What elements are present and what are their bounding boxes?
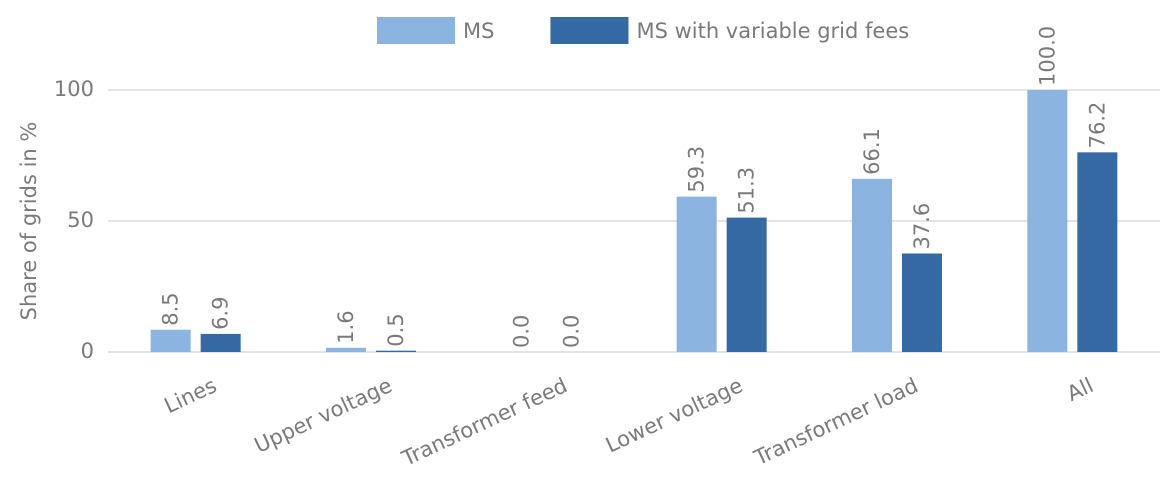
- bar: [902, 253, 942, 352]
- x-tick-label: All: [1063, 373, 1097, 406]
- data-label: 0.0: [559, 315, 583, 348]
- data-label: 1.6: [334, 310, 358, 343]
- bar: [852, 178, 892, 352]
- data-label: 100.0: [1035, 26, 1059, 86]
- legend-label: MS: [463, 19, 494, 43]
- legend-swatch: [377, 17, 455, 44]
- bar: [376, 350, 416, 352]
- x-tick-label: Transformer load: [750, 373, 922, 470]
- x-tick-label: Upper voltage: [251, 373, 396, 458]
- legend-label: MS with variable grid fees: [636, 19, 909, 43]
- data-label: 76.2: [1085, 102, 1109, 149]
- y-tick-label: 50: [67, 208, 94, 232]
- data-label: 8.5: [159, 292, 183, 325]
- legend-swatch: [550, 17, 629, 44]
- y-axis-label: Share of grids in %: [17, 122, 41, 321]
- bar: [200, 333, 241, 352]
- data-label: 66.1: [860, 128, 884, 175]
- data-label: 0.0: [509, 315, 533, 348]
- x-tick-label: Transformer feed: [397, 373, 571, 471]
- bar: [1077, 152, 1118, 352]
- data-label: 51.3: [735, 167, 759, 214]
- bar: [1027, 90, 1068, 352]
- data-label: 37.6: [910, 203, 934, 250]
- bar: [326, 347, 366, 352]
- y-tick-label: 100: [54, 77, 94, 101]
- data-label: 6.9: [209, 297, 233, 330]
- data-label: 59.3: [685, 146, 709, 193]
- data-label: 0.5: [384, 313, 408, 346]
- bar: [150, 329, 191, 352]
- bar: [726, 217, 767, 352]
- x-tick-label: Lines: [161, 373, 221, 418]
- x-tick-label: Lower voltage: [602, 373, 746, 457]
- bar: [676, 196, 717, 352]
- y-tick-label: 0: [81, 339, 94, 363]
